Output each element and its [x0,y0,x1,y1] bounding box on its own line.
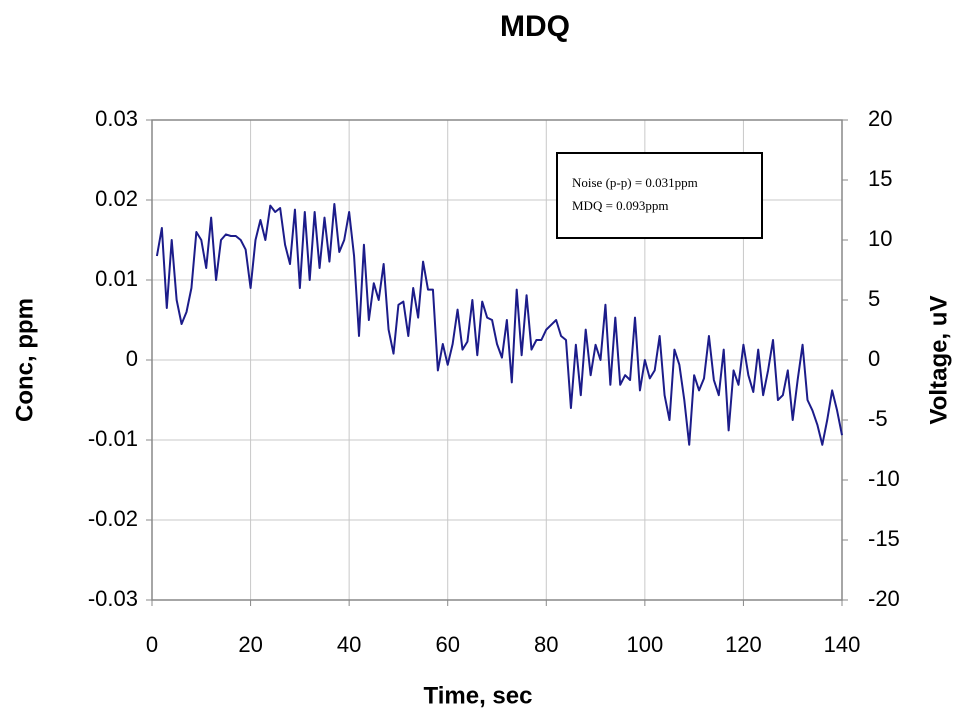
x-tick-label: 20 [238,632,262,657]
x-axis-label: Time, sec [424,682,533,709]
annotation: MDQ = 0.093ppm [572,198,669,213]
y-tick-label: -0.02 [88,506,138,531]
y2-tick-label: 20 [868,106,892,131]
y2-tick-label: -15 [868,526,900,551]
data-line [155,203,843,446]
chart-title: MDQ [500,10,570,43]
x-tick-label: 40 [337,632,361,657]
y-axis-label: Conc, ppm [11,298,38,422]
y-tick-label: -0.01 [88,426,138,451]
x-tick-label: 120 [725,632,762,657]
y2-tick-label: 10 [868,226,892,251]
y-tick-label: -0.03 [88,586,138,611]
y2-axis-label: Voltage, uV [925,296,952,425]
y-tick-label: 0.01 [95,266,138,291]
annotation-box [556,152,763,239]
y2-tick-label: -10 [868,466,900,491]
y-tick-label: 0 [126,346,138,371]
annotation: Noise (p-p) = 0.031ppm [572,175,698,190]
y-tick-label: 0.03 [95,106,138,131]
x-tick-label: 80 [534,632,558,657]
y2-tick-label: -5 [868,406,888,431]
y2-tick-label: 0 [868,346,880,371]
x-tick-label: 100 [626,632,663,657]
y2-tick-label: 15 [868,166,892,191]
y2-tick-label: -20 [868,586,900,611]
x-tick-label: 140 [824,632,861,657]
plot-frame [151,119,843,601]
y-tick-label: 0.02 [95,186,138,211]
x-tick-label: 60 [435,632,459,657]
x-tick-label: 0 [146,632,158,657]
y2-tick-label: 5 [868,286,880,311]
